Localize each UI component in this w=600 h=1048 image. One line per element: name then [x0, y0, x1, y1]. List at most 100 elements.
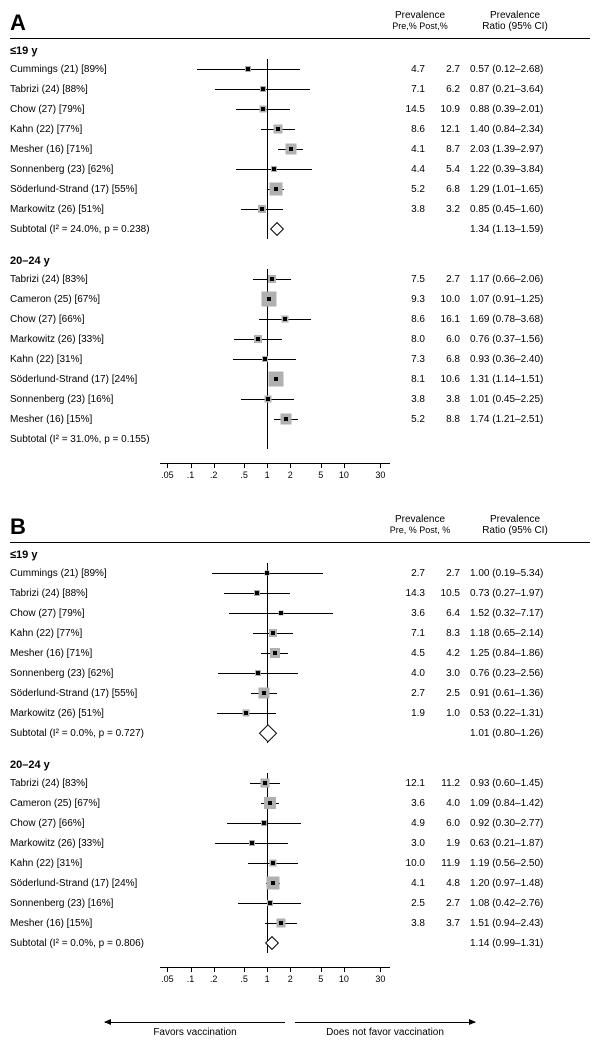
study-row: Kahn (22) [31%]7.36.80.93 (0.36–2.40)	[10, 349, 590, 369]
subtotal-row: Subtotal (I² = 24.0%, p = 0.238)1.34 (1.…	[10, 219, 590, 239]
study-label: Kahn (22) [31%]	[10, 858, 160, 869]
tick-label: 5	[318, 974, 323, 984]
post-value: 11.9	[425, 858, 460, 869]
study-row: Söderlund-Strand (17) [24%]4.14.81.20 (0…	[10, 873, 590, 893]
study-label: Tabrizi (24) [83%]	[10, 778, 160, 789]
post-value: 1.0	[425, 708, 460, 719]
pr-ci: 0.91 (0.61–1.36)	[470, 688, 580, 699]
pre-value: 4.1	[390, 878, 425, 889]
post-value: 10.0	[425, 294, 460, 305]
tick-label: 10	[339, 974, 349, 984]
forest-cell	[160, 99, 390, 119]
pre-value: 2.7	[390, 568, 425, 579]
pre-value: 4.9	[390, 818, 425, 829]
pr-ci: 0.87 (0.21–3.64)	[470, 84, 580, 95]
study-row: Sonnenberg (23) [16%]3.83.81.01 (0.45–2.…	[10, 389, 590, 409]
study-label: Mesher (16) [15%]	[10, 414, 160, 425]
post-value: 5.4	[425, 164, 460, 175]
pr-ci: 1.09 (0.84–1.42)	[470, 798, 580, 809]
pr-ci: 1.07 (0.91–1.25)	[470, 294, 580, 305]
forest-cell	[160, 813, 390, 833]
forest-cell	[160, 409, 390, 429]
study-label: Chow (27) [66%]	[10, 314, 160, 325]
study-row: Markowitz (26) [51%]3.83.20.85 (0.45–1.6…	[10, 199, 590, 219]
tick-label: .05	[161, 470, 174, 480]
forest-cell	[160, 643, 390, 663]
subtotal-pr: 1.01 (0.80–1.26)	[470, 728, 580, 739]
post-value: 6.2	[425, 84, 460, 95]
post-value: 10.6	[425, 374, 460, 385]
study-row: Mesher (16) [71%]4.54.21.25 (0.84–1.86)	[10, 643, 590, 663]
post-value: 6.8	[425, 184, 460, 195]
subtotal-label: Subtotal (I² = 31.0%, p = 0.155)	[10, 434, 160, 445]
panel-letter: B	[10, 514, 150, 540]
pr-ci: 1.20 (0.97–1.48)	[470, 878, 580, 889]
study-row: Söderlund-Strand (17) [24%] 8.110.6 1.31 (…	[10, 369, 590, 389]
post-value: 4.2	[425, 648, 460, 659]
pr-ci: 0.57 (0.12–2.68)	[470, 64, 580, 75]
study-label: Kahn (22) [31%]	[10, 354, 160, 365]
pre-value: 4.1	[390, 144, 425, 155]
forest-cell	[160, 119, 390, 139]
forest-cell	[160, 703, 390, 723]
pr-ci: 0.93 (0.36–2.40)	[470, 354, 580, 365]
tick-label: 5	[318, 470, 323, 480]
pre-value: 7.1	[390, 628, 425, 639]
group-title: 20–24 y	[10, 255, 590, 267]
post-value: 1.9	[425, 838, 460, 849]
forest-cell	[160, 663, 390, 683]
post-value: 3.0	[425, 668, 460, 679]
study-label: Markowitz (26) [33%]	[10, 334, 160, 345]
forest-cell	[160, 683, 390, 703]
pre-value: 4.4	[390, 164, 425, 175]
pre-value: 7.3	[390, 354, 425, 365]
post-value: 6.0	[425, 334, 460, 345]
pr-ci: 0.76 (0.37–1.56)	[470, 334, 580, 345]
pr-ci: 0.76 (0.23–2.56)	[470, 668, 580, 679]
forest-cell	[160, 159, 390, 179]
study-row: Sonnenberg (23) [62%]4.45.41.22 (0.39–3.…	[10, 159, 590, 179]
pre-value: 3.8	[390, 918, 425, 929]
pre-value: 7.1	[390, 84, 425, 95]
pr-ci: 0.85 (0.45–1.60)	[470, 204, 580, 215]
pr-ci: 1.17 (0.66–2.06)	[470, 274, 580, 285]
study-row: Kahn (22) [77%]7.18.31.18 (0.65–2.14)	[10, 623, 590, 643]
pre-value: 4.7	[390, 64, 425, 75]
forest-cell	[160, 79, 390, 99]
post-value: 8.8	[425, 414, 460, 425]
pre-value: 8.1	[390, 374, 425, 385]
group-title: ≤19 y	[10, 549, 590, 561]
tick-label: 30	[375, 974, 385, 984]
tick-label: 1	[265, 974, 270, 984]
forest-cell	[160, 913, 390, 933]
post-value: 2.7	[425, 274, 460, 285]
post-value: 12.1	[425, 124, 460, 135]
study-row: Markowitz (26) [33%]3.01.90.63 (0.21–1.8…	[10, 833, 590, 853]
forest-cell	[160, 309, 390, 329]
forest-cell	[160, 933, 390, 953]
forest-cell	[160, 773, 390, 793]
study-label: Cummings (21) [89%]	[10, 568, 160, 579]
pr-ci: 2.03 (1.39–2.97)	[470, 144, 580, 155]
study-row: Kahn (22) [77%]8.612.11.40 (0.84–2.34)	[10, 119, 590, 139]
study-label: Söderlund-Strand (17) [24%]	[10, 374, 160, 385]
study-row: Cummings (21) [89%]4.72.70.57 (0.12–2.68…	[10, 59, 590, 79]
pre-value: 14.3	[390, 588, 425, 599]
post-value: 2.7	[425, 568, 460, 579]
pre-value: 5.2	[390, 414, 425, 425]
study-row: Cummings (21) [89%]2.72.71.00 (0.19–5.34…	[10, 563, 590, 583]
panel-A: APrevalencePre,% Post,%PrevalenceRatio (…	[10, 10, 590, 494]
post-value: 4.0	[425, 798, 460, 809]
study-label: Söderlund-Strand (17) [24%]	[10, 878, 160, 889]
pr-ci: 1.31 (1.14–1.51)	[470, 374, 580, 385]
pr-ci: 0.63 (0.21–1.87)	[470, 838, 580, 849]
pre-value: 3.6	[390, 608, 425, 619]
pre-value: 3.8	[390, 204, 425, 215]
forest-cell	[160, 893, 390, 913]
tick-label: .2	[210, 470, 218, 480]
study-label: Kahn (22) [77%]	[10, 124, 160, 135]
study-row: Tabrizi (24) [83%]7.52.71.17 (0.66–2.06)	[10, 269, 590, 289]
pr-ci: 1.18 (0.65–2.14)	[470, 628, 580, 639]
study-row: Chow (27) [66%]4.96.00.92 (0.30–2.77)	[10, 813, 590, 833]
study-row: Kahn (22) [31%]10.011.91.19 (0.56–2.50)	[10, 853, 590, 873]
